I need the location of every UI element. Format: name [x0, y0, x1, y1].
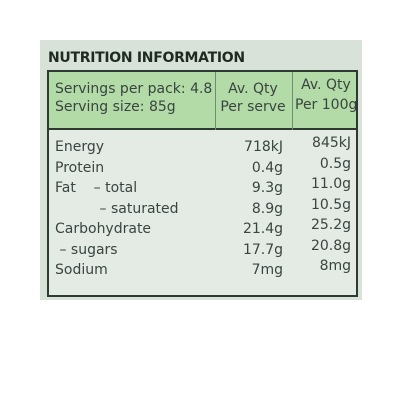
nutrient: – saturated — [55, 200, 179, 217]
column-head: Av. Qty — [301, 77, 351, 93]
nutrient: Carbohydrate — [55, 221, 152, 237]
servings: Servings per pack: 4.8 — [55, 81, 213, 97]
separator — [292, 72, 293, 130]
nutrient: Fat – total — [55, 180, 138, 196]
per-100g-value: 8mg — [319, 258, 351, 274]
per-100g-value: 20.8g — [310, 237, 351, 254]
nutrient: Sodium — [55, 262, 108, 278]
column-head: Per serve — [220, 99, 286, 115]
nutrition-table: Servings per pack: 4.8 Serving size: 85g… — [47, 70, 358, 297]
title: NUTRITION INFORMATION — [48, 50, 245, 66]
header-band: Servings per pack: 4.8 Serving size: 85g… — [49, 72, 358, 130]
per-100g-value: 0.5g — [319, 155, 351, 172]
serving-size: Serving size: 85g — [55, 99, 176, 115]
separator — [215, 72, 216, 130]
column-head: Per 100g — [295, 97, 358, 113]
column-head: Av. Qty — [228, 81, 278, 97]
nutrient: Protein — [55, 159, 105, 176]
per-serve-value: 9.3g — [251, 180, 283, 196]
nutrition-label: NUTRITION INFORMATION Servings per pack:… — [40, 40, 362, 300]
per-serve-value: 21.4g — [242, 221, 283, 237]
per-100g-value: 11.0g — [310, 176, 351, 192]
per-100g-value: 10.5g — [310, 196, 351, 213]
per-serve-value: 7mg — [251, 262, 283, 278]
per-100g-value: 845kJ — [312, 135, 351, 151]
per-serve-value: 17.7g — [242, 241, 283, 258]
per-100g-value: 25.2g — [310, 217, 351, 233]
per-serve-value: 0.4g — [251, 159, 283, 176]
nutrient: – sugars — [55, 241, 118, 258]
nutrient: Energy — [55, 139, 105, 155]
per-serve-value: 8.9g — [251, 200, 283, 217]
per-serve-value: 718kJ — [244, 139, 283, 155]
